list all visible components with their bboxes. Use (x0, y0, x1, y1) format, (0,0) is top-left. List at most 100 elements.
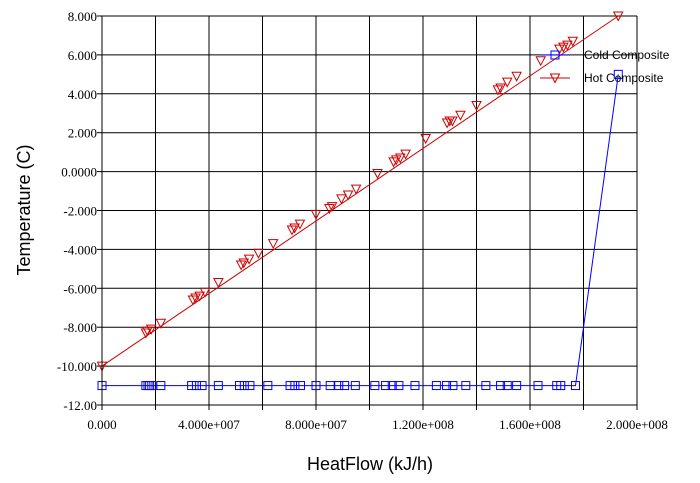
hot-composite-marker (388, 157, 399, 168)
hot-composite-marker (286, 225, 298, 236)
hot-composite-marker (187, 295, 199, 306)
legend: Cold Composite Hot Composite (540, 48, 670, 85)
cold-composite-marker (285, 381, 295, 391)
hot-composite-marker (140, 328, 152, 339)
cold-composite-marker (387, 381, 397, 391)
hot-composite-marker (394, 153, 406, 164)
y-tick-label: -2.000 (63, 204, 97, 219)
hot-composite-marker (501, 77, 513, 88)
hot-composite-marker (535, 56, 547, 67)
axes (101, 16, 637, 406)
cold-composite-series (97, 69, 623, 391)
hot-composite-marker (238, 258, 250, 269)
cold-composite-marker (295, 381, 305, 391)
hot-composite-marker (326, 202, 338, 213)
cold-composite-marker (290, 381, 300, 391)
y-tick-label: -6.000 (63, 281, 97, 296)
cold-composite-marker (191, 381, 201, 391)
y-tick-label: -8.000 (63, 320, 97, 335)
hot-composite-marker (199, 287, 211, 298)
hot-composite-marker (420, 134, 432, 145)
hot-composite-marker (567, 36, 579, 47)
cold-composite-marker (213, 381, 223, 391)
hot-composite-line (101, 15, 619, 367)
cold-composite-marker (234, 381, 244, 391)
hot-composite-marker (511, 71, 522, 82)
hot-composite-marker (267, 239, 279, 250)
legend-swatch-marker (549, 73, 561, 84)
y-tick-label: -10.000 (57, 359, 97, 374)
hot-composite-marker (145, 324, 157, 335)
hot-composite-marker (455, 110, 466, 121)
cold-composite-marker (613, 69, 623, 79)
legend-item-cold-composite: Cold Composite (540, 48, 670, 62)
hot-composite-marker (372, 169, 383, 180)
hot-composite-marker (194, 291, 205, 302)
grid-lines (97, 15, 638, 410)
cold-composite-marker (334, 381, 344, 391)
cold-composite-marker (156, 381, 166, 391)
hot-composite-marker (342, 190, 354, 201)
cold-composite-marker (197, 381, 207, 391)
y-tick-label: 8.000 (68, 9, 97, 24)
cold-composite-marker (431, 381, 441, 391)
hot-composite-marker (562, 40, 573, 51)
series-layer (96, 11, 624, 391)
y-tick-label: -12.00 (63, 398, 97, 413)
cold-composite-marker (340, 381, 350, 391)
hot-composite-marker (213, 277, 224, 289)
cold-composite-line (102, 74, 619, 387)
x-tick-label: 0.000 (87, 417, 116, 432)
hot-composite-series (96, 11, 624, 372)
y-tick-label: 4.000 (68, 87, 97, 102)
legend-label: Cold Composite (584, 48, 670, 62)
cold-composite-marker (448, 381, 458, 391)
legend-item-hot-composite: Hot Composite (540, 71, 664, 85)
cold-composite-marker (370, 381, 380, 391)
cold-composite-marker (311, 381, 321, 391)
hot-composite-marker (324, 204, 335, 215)
y-axis-title: Temperature (C) (14, 144, 34, 275)
hot-composite-marker (289, 223, 300, 234)
cold-composite-marker (556, 381, 566, 391)
hot-composite-marker (235, 260, 247, 271)
hot-composite-marker (243, 254, 255, 265)
hot-composite-marker (294, 219, 306, 230)
x-tick-label: 2.000e+008 (606, 417, 668, 432)
hot-composite-marker (492, 85, 504, 96)
hot-composite-marker (253, 248, 264, 259)
y-tick-label: 2.000 (68, 126, 97, 141)
hot-composite-marker (310, 209, 322, 220)
legend-swatch-marker (550, 50, 560, 60)
hot-composite-marker (495, 83, 506, 94)
cold-composite-marker (496, 381, 506, 391)
cold-composite-marker (461, 381, 471, 391)
x-tick-label: 4.000e+007 (178, 417, 240, 432)
legend-label: Hot Composite (584, 71, 664, 85)
hot-composite-marker (612, 11, 624, 22)
x-tick-label: 1.200e+008 (392, 417, 454, 432)
y-tick-label: 6.000 (68, 48, 97, 63)
hot-composite-marker (471, 100, 482, 112)
cold-composite-marker (245, 381, 255, 391)
cold-composite-marker (325, 381, 335, 391)
y-tick-label: 0.0000 (61, 165, 97, 180)
cold-composite-marker (239, 381, 249, 391)
hot-composite-marker (155, 318, 167, 329)
cold-composite-marker (381, 381, 391, 391)
hot-composite-marker (447, 116, 458, 127)
x-axis-title: HeatFlow (kJ/h) (307, 454, 433, 474)
cold-composite-marker (512, 381, 522, 391)
cold-composite-marker (570, 381, 580, 391)
cold-composite-marker (263, 381, 273, 391)
x-tick-label: 8.000e+007 (285, 417, 347, 432)
cold-composite-marker (147, 381, 157, 391)
y-tick-label: -4.000 (63, 242, 97, 257)
hot-composite-marker (350, 184, 362, 195)
x-tick-label: 1.600e+008 (499, 417, 561, 432)
cold-composite-marker (410, 381, 420, 391)
hot-composite-marker (336, 194, 347, 205)
cold-composite-marker (502, 381, 512, 391)
hot-composite-marker (400, 149, 411, 160)
